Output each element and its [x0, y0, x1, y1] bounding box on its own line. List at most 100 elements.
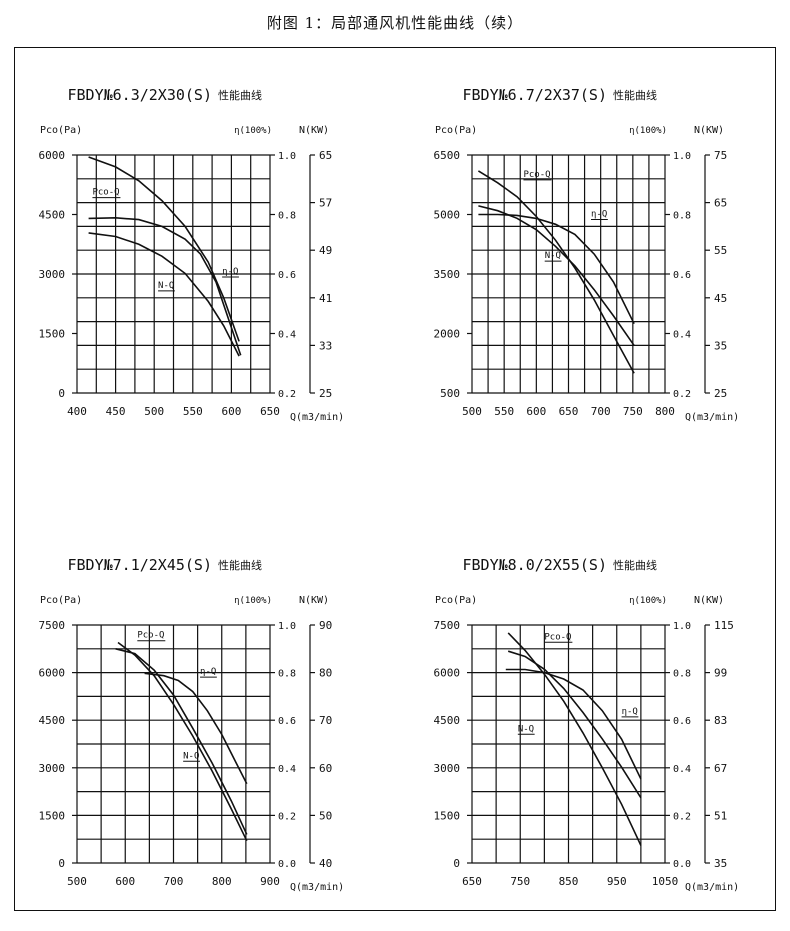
pressure-tick-label: 7500 — [434, 619, 461, 632]
series-pcoq-curve — [477, 170, 635, 374]
curve-label: η-Q — [222, 267, 238, 277]
pressure-tick-label: 6500 — [434, 149, 461, 162]
efficiency-tick-label: 1.0 — [673, 151, 691, 162]
series-nq-curve — [507, 650, 642, 799]
series-pcoq-curve — [117, 641, 248, 842]
x-tick-label: 550 — [494, 405, 514, 418]
x-tick-label: 600 — [115, 875, 135, 888]
power-tick-label: 25 — [319, 387, 332, 400]
power-tick-label: 35 — [714, 857, 727, 870]
series-q-curve — [144, 672, 248, 785]
x-tick-label: 500 — [144, 405, 164, 418]
efficiency-tick-label: 0.4 — [673, 764, 691, 775]
pressure-axis-label: Pco(Pa) — [40, 595, 82, 606]
chart-title: FBDY№7.1/2X45(S) — [68, 556, 213, 574]
x-tick-label: 500 — [462, 405, 482, 418]
efficiency-tick-label: 1.0 — [673, 621, 691, 632]
curve-label: η-Q — [622, 707, 638, 717]
x-tick-label: 750 — [623, 405, 643, 418]
efficiency-tick-label: 0.2 — [673, 389, 691, 400]
efficiency-tick-label: 1.0 — [278, 621, 296, 632]
power-tick-label: 60 — [319, 762, 332, 775]
pressure-tick-label: 1500 — [39, 328, 66, 341]
power-tick-label: 40 — [319, 857, 332, 870]
x-tick-label: 600 — [526, 405, 546, 418]
power-axis-label: N(KW) — [299, 595, 329, 606]
power-tick-label: 67 — [714, 762, 727, 775]
power-tick-label: 25 — [714, 387, 727, 400]
power-tick-label: 57 — [319, 197, 332, 210]
pressure-tick-label: 1500 — [39, 809, 66, 822]
efficiency-tick-label: 0.6 — [278, 716, 296, 727]
x-axis-label: Q(m3/min) — [290, 882, 344, 893]
pressure-tick-label: 2000 — [434, 328, 461, 341]
curve-label: Pco-Q — [544, 632, 571, 642]
curve-label: η-Q — [591, 209, 607, 219]
efficiency-tick-label: 0.4 — [673, 330, 691, 341]
efficiency-tick-label: 0.6 — [673, 716, 691, 727]
figure-caption: 附图 1：局部通风机性能曲线（续） — [266, 14, 524, 32]
chart-title-suffix: 性能曲线 — [218, 558, 262, 572]
pressure-axis-label: Pco(Pa) — [435, 595, 477, 606]
efficiency-tick-label: 0.6 — [278, 270, 296, 281]
series-q-curve — [478, 213, 635, 325]
x-tick-label: 550 — [183, 405, 203, 418]
series-pcoq-curve — [507, 632, 642, 846]
pressure-tick-label: 7500 — [39, 619, 66, 632]
x-tick-label: 700 — [164, 875, 184, 888]
series-q-curve — [505, 668, 642, 780]
chart-title-suffix: 性能曲线 — [218, 88, 262, 102]
pressure-tick-label: 3000 — [39, 762, 66, 775]
x-tick-label: 650 — [462, 875, 482, 888]
efficiency-tick-label: 0.8 — [278, 211, 296, 222]
x-tick-label: 800 — [212, 875, 232, 888]
chart-panel-4: FBDY№8.0/2X55(S) 性能曲线 Pco(Pa) η(100%) N(KW) Q… — [434, 556, 740, 893]
power-tick-label: 80 — [319, 667, 332, 680]
pressure-tick-label: 6000 — [39, 149, 66, 162]
efficiency-tick-label: 0.4 — [278, 330, 296, 341]
chart-title-suffix: 性能曲线 — [613, 558, 657, 572]
power-tick-label: 50 — [319, 809, 332, 822]
x-tick-label: 650 — [260, 405, 280, 418]
power-tick-label: 45 — [714, 292, 727, 305]
efficiency-axis-label: η(100%) — [234, 596, 272, 606]
power-tick-label: 33 — [319, 339, 332, 352]
pressure-tick-label: 500 — [440, 387, 460, 400]
efficiency-tick-label: 0.0 — [673, 859, 691, 870]
pressure-tick-label: 0 — [58, 387, 65, 400]
x-axis-label: Q(m3/min) — [290, 412, 344, 423]
efficiency-axis-label: η(100%) — [234, 126, 272, 136]
curve-label: Pco-Q — [137, 631, 164, 641]
chart-panel-1: FBDY№6.3/2X30(S) 性能曲线 Pco(Pa) η(100%) N(KW) Q… — [39, 86, 345, 423]
efficiency-tick-label: 0.8 — [673, 211, 691, 222]
series-nq-curve — [115, 648, 248, 835]
power-tick-label: 65 — [714, 197, 727, 210]
chart-title-suffix: 性能曲线 — [613, 88, 657, 102]
chart-panel-3: FBDY№7.1/2X45(S) 性能曲线 Pco(Pa) η(100%) N(KW) Q… — [39, 556, 345, 893]
x-tick-label: 450 — [106, 405, 126, 418]
curve-label: Pco-Q — [523, 170, 550, 180]
power-axis-label: N(KW) — [694, 125, 724, 136]
series-nq-curve — [88, 232, 240, 357]
series-pcoq-curve — [88, 156, 240, 342]
pressure-tick-label: 3000 — [434, 762, 461, 775]
power-tick-label: 115 — [714, 619, 734, 632]
curve-label: η-Q — [200, 667, 216, 677]
curve-label: N-Q — [158, 281, 174, 291]
curve-label: N-Q — [183, 751, 199, 761]
chart-title: FBDY№6.7/2X37(S) — [463, 86, 608, 104]
x-tick-label: 950 — [607, 875, 627, 888]
power-tick-label: 49 — [319, 244, 332, 257]
pressure-tick-label: 4500 — [39, 209, 66, 222]
x-tick-label: 1050 — [652, 875, 679, 888]
efficiency-tick-label: 1.0 — [278, 151, 296, 162]
power-tick-label: 51 — [714, 809, 727, 822]
pressure-tick-label: 6000 — [39, 667, 66, 680]
chart-title: FBDY№6.3/2X30(S) — [68, 86, 213, 104]
series-q-curve — [88, 216, 242, 356]
pressure-tick-label: 0 — [58, 857, 65, 870]
power-tick-label: 65 — [319, 149, 332, 162]
power-axis-label: N(KW) — [299, 125, 329, 136]
power-axis-label: N(KW) — [694, 595, 724, 606]
power-tick-label: 70 — [319, 714, 332, 727]
